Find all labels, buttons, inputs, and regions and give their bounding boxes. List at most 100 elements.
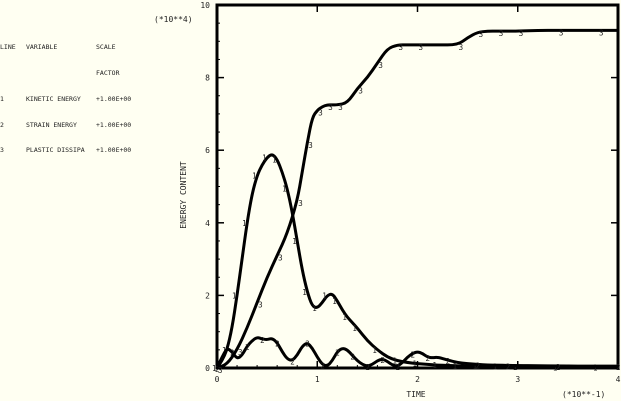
legend-scale-factor: +1.00E+00 — [96, 94, 132, 103]
y-tick-label: 4 — [205, 219, 210, 228]
series-line-2 — [215, 336, 620, 370]
series-marker-1: 1 — [473, 362, 478, 371]
series-marker-3: 3 — [519, 29, 524, 38]
legend-header: LINE VARIABLE SCALE — [0, 43, 131, 52]
legend-variable-name: STRAIN ENERGY — [26, 120, 77, 129]
series-marker-2: 2 — [446, 357, 451, 366]
series-marker-1: 1 — [272, 155, 277, 164]
series-marker-1: 1 — [593, 363, 598, 372]
series-marker-1: 1 — [342, 313, 347, 322]
series-marker-1: 1 — [513, 363, 518, 372]
series-marker-3: 3 — [238, 348, 243, 357]
y-tick-label: 0 — [205, 364, 210, 373]
series-marker-3: 3 — [479, 30, 484, 39]
legend-row-kinetic: 1 KINETIC ENERGY +1.00E+00 — [0, 95, 131, 104]
series-marker-3: 3 — [599, 28, 604, 37]
x-tick-label: 1 — [315, 375, 320, 384]
legend-line-number: 3 — [0, 146, 4, 155]
series-marker-2: 2 — [556, 363, 561, 372]
legend-line-number: 1 — [0, 94, 4, 103]
series-marker-1: 1 — [332, 297, 337, 306]
series-marker-1: 1 — [493, 363, 498, 372]
series-marker-2: 2 — [365, 363, 370, 372]
series-marker-3: 3 — [218, 366, 223, 375]
legend-header-factor: FACTOR — [96, 68, 120, 77]
series-marker-1: 1 — [413, 360, 418, 369]
legend-header-variable: VARIABLE — [26, 43, 58, 52]
series-marker-3: 3 — [338, 103, 343, 112]
y-axis-label: ENERGY CONTENT — [179, 161, 188, 229]
series-marker-2: 2 — [616, 363, 621, 372]
series-line-3 — [215, 28, 620, 370]
legend-variable-name: KINETIC ENERGY — [26, 94, 81, 103]
series-marker-3: 3 — [278, 253, 283, 262]
series-marker-1: 1 — [212, 364, 217, 373]
series-marker-3: 3 — [378, 61, 383, 70]
series-marker-2: 2 — [305, 340, 310, 349]
x-tick-label: 3 — [515, 375, 520, 384]
y-tick-label: 6 — [205, 146, 210, 155]
legend-header-scale: SCALE — [96, 43, 116, 52]
series-marker-1: 1 — [262, 153, 267, 162]
series-marker-2: 2 — [350, 352, 355, 361]
series-line-1 — [215, 153, 620, 370]
series-marker-3: 3 — [419, 43, 424, 52]
series-marker-2: 2 — [260, 336, 265, 345]
y-tick-label: 10 — [200, 1, 210, 10]
series-marker-2: 2 — [410, 350, 415, 359]
series-marker-3: 3 — [258, 301, 263, 310]
series-marker-3: 3 — [328, 103, 333, 112]
x-axis-multiplier: (*10**-1) — [562, 390, 605, 399]
x-tick-label: 0 — [215, 375, 220, 384]
series-marker-3: 3 — [318, 108, 323, 117]
series-marker-2: 2 — [476, 361, 481, 370]
series-marker-1: 1 — [372, 346, 377, 355]
series-marker-2: 2 — [215, 365, 220, 374]
y-tick-label: 2 — [205, 291, 210, 300]
series-marker-1: 1 — [292, 237, 297, 246]
legend-scale-factor: +1.00E+00 — [96, 120, 132, 129]
series-marker-1: 1 — [242, 219, 247, 228]
chart-legend: LINE VARIABLE SCALE FACTOR 1 KINETIC ENE… — [0, 26, 131, 164]
series-marker-1: 1 — [453, 362, 458, 371]
series-marker-1: 1 — [322, 291, 327, 300]
series-marker-2: 2 — [506, 362, 511, 371]
series-marker-2: 2 — [290, 358, 295, 367]
series-marker-2: 2 — [320, 361, 325, 370]
series-marker-1: 1 — [433, 361, 438, 370]
x-axis-label: TIME — [406, 390, 425, 399]
legend-variable-name: PLASTIC DISSIPA — [26, 146, 85, 155]
series-marker-1: 1 — [282, 184, 287, 193]
series-marker-2: 2 — [230, 349, 235, 358]
series-marker-2: 2 — [395, 363, 400, 372]
series-marker-1: 1 — [352, 324, 357, 333]
series-marker-3: 3 — [398, 43, 403, 52]
plot-frame — [215, 3, 620, 370]
series-marker-3: 3 — [559, 28, 564, 37]
series-marker-1: 1 — [553, 363, 558, 372]
series-marker-2: 2 — [380, 356, 385, 365]
series-marker-1: 1 — [392, 357, 397, 366]
series-marker-2: 2 — [426, 354, 431, 363]
y-tick-label: 8 — [205, 74, 210, 83]
series-marker-2: 2 — [275, 340, 280, 349]
series-marker-3: 3 — [499, 29, 504, 38]
legend-row-strain: 2 STRAIN ENERGY +1.00E+00 — [0, 121, 131, 130]
legend-header-line: LINE — [0, 43, 16, 52]
y-axis-multiplier: (*10**4) — [154, 15, 193, 24]
series-marker-3: 3 — [298, 199, 303, 208]
series-marker-3: 3 — [308, 141, 313, 150]
series-marker-1: 1 — [252, 172, 257, 181]
series-marker-1: 1 — [302, 288, 307, 297]
series-marker-1: 1 — [232, 291, 237, 300]
legend-header-2: FACTOR — [0, 69, 131, 78]
legend-line-number: 2 — [0, 120, 4, 129]
legend-scale-factor: +1.00E+00 — [96, 146, 132, 155]
series-marker-2: 2 — [245, 343, 250, 352]
legend-row-plastic: 3 PLASTIC DISSIPA +1.00E+00 — [0, 146, 131, 155]
x-tick-label: 2 — [415, 375, 420, 384]
series-marker-1: 1 — [312, 304, 317, 313]
series-marker-3: 3 — [358, 86, 363, 95]
